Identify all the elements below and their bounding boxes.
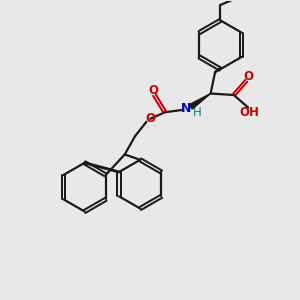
Text: H: H <box>193 106 202 119</box>
Polygon shape <box>189 94 211 109</box>
Text: O: O <box>145 112 155 125</box>
Text: O: O <box>148 84 158 98</box>
Text: OH: OH <box>239 106 259 119</box>
Text: N: N <box>181 102 191 115</box>
Text: O: O <box>244 70 254 83</box>
